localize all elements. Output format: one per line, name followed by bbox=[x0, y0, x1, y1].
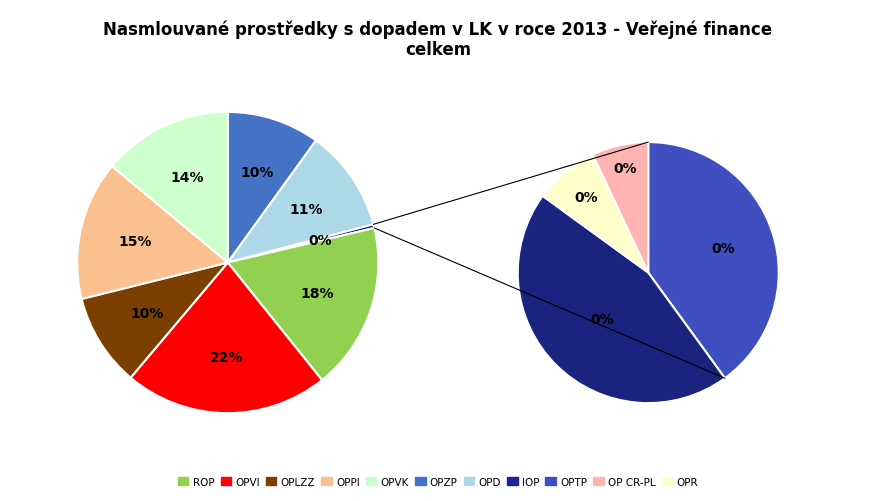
Text: 15%: 15% bbox=[118, 235, 152, 249]
Wedge shape bbox=[228, 141, 373, 263]
Legend: ROP, OPVI, OPLZZ, OPPI, OPVK, OPZP, OPD, IOP, OPTP, OP CR-PL, OPR: ROP, OPVI, OPLZZ, OPPI, OPVK, OPZP, OPD,… bbox=[173, 472, 703, 491]
Wedge shape bbox=[77, 167, 228, 299]
Text: 0%: 0% bbox=[711, 242, 735, 256]
Text: 22%: 22% bbox=[210, 351, 244, 365]
Wedge shape bbox=[228, 225, 374, 263]
Wedge shape bbox=[228, 113, 316, 263]
Text: 0%: 0% bbox=[308, 233, 332, 247]
Text: 0%: 0% bbox=[590, 312, 614, 326]
Wedge shape bbox=[131, 263, 322, 413]
Wedge shape bbox=[648, 143, 779, 378]
Text: 0%: 0% bbox=[574, 191, 597, 205]
Text: 11%: 11% bbox=[289, 202, 322, 216]
Text: 0%: 0% bbox=[613, 162, 637, 176]
Text: 10%: 10% bbox=[240, 166, 273, 180]
Wedge shape bbox=[112, 113, 228, 263]
Wedge shape bbox=[81, 263, 228, 378]
Wedge shape bbox=[228, 228, 378, 380]
Text: 10%: 10% bbox=[131, 306, 164, 320]
Wedge shape bbox=[593, 143, 648, 273]
Text: 14%: 14% bbox=[171, 170, 204, 184]
Wedge shape bbox=[542, 155, 648, 273]
Wedge shape bbox=[518, 196, 725, 403]
Text: 18%: 18% bbox=[300, 287, 335, 301]
Text: Nasmlouvané prostředky s dopadem v LK v roce 2013 - Veřejné finance
celkem: Nasmlouvané prostředky s dopadem v LK v … bbox=[103, 20, 773, 59]
